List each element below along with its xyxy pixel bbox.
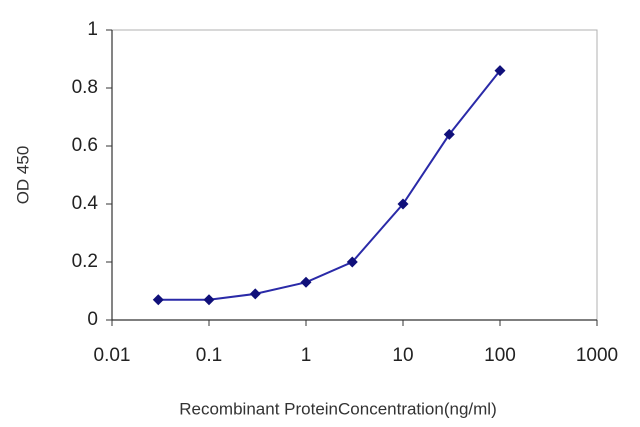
data-point [203,294,215,306]
y-tick-label: 0.2 [72,251,98,272]
y-tick-label: 0.8 [72,77,98,98]
x-axis-label: Recombinant ProteinConcentration(ng/ml) [179,399,497,418]
data-point [300,276,312,288]
data-line [158,69,501,301]
x-tick-label: 0.01 [94,345,131,366]
y-tick-label: 1 [87,19,98,40]
y-tick-label: 0.4 [72,193,99,214]
x-tick-label: 1 [301,345,312,366]
x-tick-label: 100 [484,345,516,366]
x-tick-label: 0.1 [196,345,222,366]
data-point [397,198,409,210]
data-point [443,128,455,140]
data-point [494,65,506,77]
data-point [152,294,164,306]
x-tick-label: 1000 [576,345,618,366]
x-tick-label: 10 [392,345,413,366]
y-tick-label: 0 [87,309,98,330]
y-tick-label: 0.6 [72,135,98,156]
data-point [346,256,358,268]
plot-frame [111,29,598,321]
data-point [249,288,261,300]
y-axis-label: OD 450 [13,146,32,205]
